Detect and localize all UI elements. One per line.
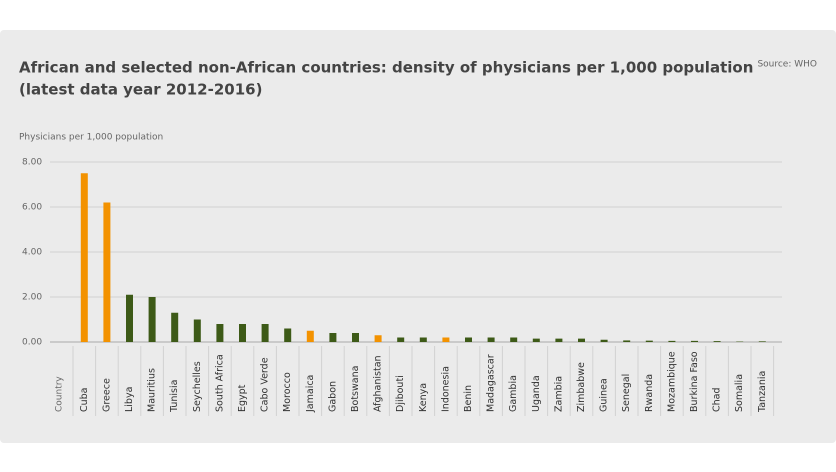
- bar: [261, 324, 269, 342]
- x-tick-label: South Africa: [214, 354, 225, 412]
- x-tick-label: Botswana: [350, 366, 361, 412]
- x-tick-label: Tanzania: [757, 371, 768, 413]
- bar: [623, 340, 631, 342]
- x-tick-label: Afghanistan: [373, 355, 384, 412]
- bar: [284, 328, 292, 342]
- bar: [419, 337, 427, 342]
- x-tick-label: Zambia: [553, 376, 564, 412]
- y-tick-label: 0.00: [22, 338, 42, 348]
- x-tick-label: Gabon: [327, 381, 338, 412]
- bar: [103, 202, 111, 342]
- bar: [352, 333, 359, 342]
- panel: [0, 30, 836, 443]
- bar: [532, 338, 540, 342]
- y-tick-label: 8.00: [22, 158, 42, 168]
- y-tick-label: 4.00: [22, 248, 42, 258]
- bar: [487, 337, 495, 342]
- bar: [465, 337, 472, 342]
- x-tick-label: Gambia: [508, 375, 519, 412]
- bar: [555, 338, 563, 342]
- x-tick-label: Uganda: [531, 375, 542, 412]
- x-tick-label: Mozambique: [666, 351, 677, 412]
- source: Source: WHO: [757, 60, 817, 70]
- x-tick-label: Chad: [712, 387, 723, 412]
- x-tick-label: Tunisia: [169, 380, 180, 413]
- x-tick-label: Cuba: [79, 387, 90, 412]
- bar: [713, 341, 721, 342]
- x-tick-label: Indonesia: [440, 366, 451, 412]
- bar: [329, 333, 337, 342]
- x-axis-label: Country: [55, 376, 65, 412]
- x-tick-label: Rwanda: [644, 374, 655, 412]
- x-tick-label: Jamaica: [305, 375, 316, 413]
- bar: [374, 335, 382, 342]
- x-tick-label: Madagascar: [486, 354, 497, 412]
- bar: [126, 294, 133, 342]
- bar: [645, 340, 653, 342]
- bar: [148, 297, 156, 342]
- y-tick-label: 2.00: [22, 293, 42, 303]
- bar: [216, 324, 224, 342]
- bar: [600, 339, 608, 342]
- bar: [578, 338, 585, 342]
- bar: [80, 173, 88, 342]
- x-tick-label: Mauritius: [147, 368, 158, 412]
- x-tick-label: Egypt: [237, 384, 248, 412]
- bar: [668, 340, 676, 342]
- x-tick-label: Zimbabwe: [576, 362, 587, 412]
- x-tick-label: Seychelles: [192, 361, 203, 412]
- bar: [758, 341, 766, 342]
- y-axis-label: Physicians per 1,000 population: [19, 133, 163, 143]
- x-tick-label: Senegal: [621, 374, 632, 412]
- x-tick-label: Burkina Faso: [689, 351, 700, 412]
- x-tick-label: Djibouti: [395, 375, 406, 412]
- bar: [193, 319, 201, 342]
- x-tick-label: Guinea: [599, 378, 610, 412]
- chart-title: African and selected non-African countri…: [19, 59, 753, 77]
- bar: [306, 330, 314, 342]
- bar: [442, 337, 450, 342]
- x-tick-label: Kenya: [418, 383, 429, 412]
- bar: [397, 337, 405, 342]
- chart-title: (latest data year 2012-2016): [19, 81, 262, 99]
- y-tick-label: 6.00: [22, 203, 42, 213]
- bar: [171, 312, 179, 342]
- bar: [239, 324, 246, 342]
- x-tick-label: Cabo Verde: [260, 357, 271, 412]
- x-tick-label: Morocco: [282, 372, 293, 412]
- x-tick-label: Somalia: [734, 374, 745, 412]
- x-tick-label: Greece: [101, 378, 112, 412]
- x-tick-label: Benin: [463, 385, 474, 412]
- x-tick-label: Libya: [124, 387, 135, 412]
- bar: [691, 340, 698, 342]
- bar: [510, 337, 518, 342]
